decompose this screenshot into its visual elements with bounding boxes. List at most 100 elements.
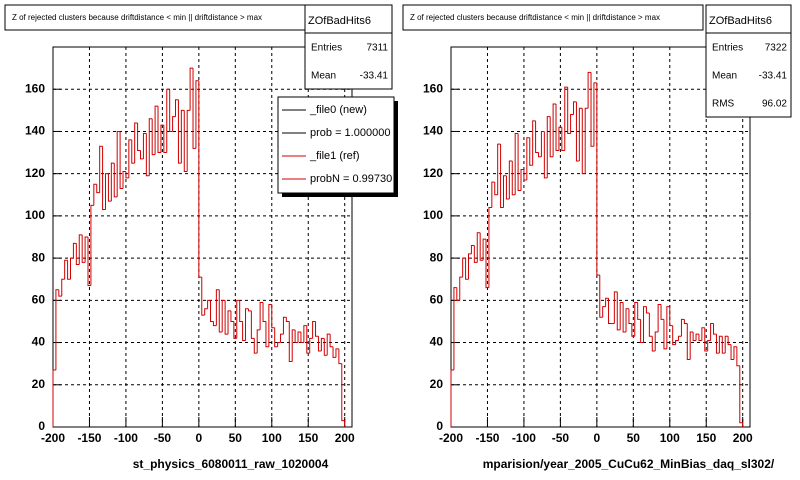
y-tick-label: 0 bbox=[436, 419, 443, 433]
histogram-bin bbox=[558, 126, 562, 151]
histogram-bin bbox=[122, 171, 126, 189]
histogram-bin bbox=[637, 302, 641, 320]
histogram-bin bbox=[110, 162, 115, 202]
y-tick-label: 100 bbox=[423, 208, 443, 222]
histogram-bin bbox=[58, 289, 62, 297]
histogram-bin bbox=[692, 332, 697, 341]
histogram-bin bbox=[154, 105, 159, 155]
histogram-bin bbox=[678, 335, 682, 341]
histogram-bin bbox=[224, 300, 229, 335]
histogram-bin bbox=[125, 171, 129, 179]
histogram-bin bbox=[468, 253, 472, 280]
x-tick-label: 0 bbox=[594, 431, 601, 445]
histogram-bin bbox=[523, 169, 527, 181]
x-tick-label: 150 bbox=[696, 431, 716, 445]
histogram-bin bbox=[555, 104, 559, 151]
x-axis-label: mparision/year_2005_CuCu62_MinBias_daq_s… bbox=[483, 457, 775, 471]
legend-label: _file1 (ref) bbox=[309, 150, 360, 162]
histogram-bin bbox=[300, 332, 304, 344]
histogram-bin bbox=[546, 116, 551, 178]
histogram-bin bbox=[175, 99, 179, 117]
histogram-bin bbox=[514, 133, 519, 195]
histogram-bin bbox=[236, 299, 240, 339]
histogram-bin bbox=[183, 110, 188, 173]
histogram-bin bbox=[151, 118, 156, 156]
histogram-bin bbox=[648, 313, 653, 337]
y-tick-label: 160 bbox=[25, 81, 45, 95]
histogram-bin bbox=[704, 327, 708, 352]
stats-name: ZOfBadHits6 bbox=[709, 15, 772, 27]
histogram-bin bbox=[485, 239, 489, 289]
histogram-bin bbox=[503, 175, 507, 208]
histogram-bin bbox=[204, 308, 208, 316]
histogram-bin bbox=[517, 133, 522, 192]
histogram-bin bbox=[329, 334, 334, 348]
histogram-bin bbox=[605, 297, 609, 307]
histogram-bin bbox=[532, 120, 536, 166]
histogram-bin bbox=[52, 369, 56, 427]
histogram-bin bbox=[625, 308, 629, 332]
histogram-bin bbox=[142, 133, 147, 159]
x-tick-label: -200 bbox=[439, 431, 463, 445]
histogram-bin bbox=[265, 321, 269, 348]
histogram-bin bbox=[631, 323, 635, 337]
histogram-bin bbox=[145, 133, 150, 177]
histogram-bin bbox=[666, 306, 670, 349]
histogram-bin bbox=[587, 71, 592, 109]
histogram-bin bbox=[715, 334, 720, 354]
y-tick-label: 160 bbox=[423, 81, 443, 95]
histogram-bin bbox=[450, 369, 454, 427]
stats-label: RMS bbox=[712, 99, 735, 110]
histogram-bin bbox=[102, 146, 106, 211]
histogram-bin bbox=[505, 175, 510, 200]
histogram-bin bbox=[581, 108, 586, 175]
histogram-bin bbox=[215, 289, 220, 326]
histogram-bin bbox=[686, 323, 691, 360]
histogram-bin bbox=[186, 109, 191, 172]
histogram-bin bbox=[675, 339, 679, 345]
legend-label: probN = 0.99730 bbox=[310, 173, 392, 185]
histogram-bin bbox=[96, 184, 100, 194]
histogram-bin bbox=[271, 304, 275, 329]
y-tick-label: 140 bbox=[423, 124, 443, 138]
histogram-bin bbox=[210, 300, 214, 322]
histogram-bin bbox=[654, 331, 659, 351]
histogram-bin bbox=[736, 346, 740, 367]
histogram-bin bbox=[643, 306, 647, 343]
histogram-bin bbox=[282, 316, 287, 335]
histogram-bin bbox=[730, 344, 734, 360]
stats-value: 96.02 bbox=[762, 99, 787, 110]
histogram-bin bbox=[459, 276, 463, 301]
histogram-bin bbox=[549, 116, 554, 158]
histogram-bin bbox=[75, 243, 80, 265]
x-tick-label: -100 bbox=[114, 431, 138, 445]
stats-label: Mean bbox=[712, 71, 737, 82]
histogram-bin bbox=[590, 72, 594, 147]
histogram-bin bbox=[242, 321, 246, 341]
histogram-bin bbox=[67, 260, 71, 280]
x-tick-label: 0 bbox=[196, 431, 203, 445]
histogram-bin bbox=[491, 181, 495, 208]
x-tick-label: 150 bbox=[298, 431, 318, 445]
histogram-bin bbox=[616, 291, 621, 331]
histogram-bin bbox=[689, 331, 694, 360]
histogram-bin bbox=[680, 318, 685, 337]
histogram-bin bbox=[253, 338, 258, 354]
histogram-bin bbox=[116, 130, 121, 197]
histogram-bin bbox=[87, 237, 91, 287]
histogram-bin bbox=[148, 118, 153, 176]
histogram-bin bbox=[137, 123, 141, 151]
histogram-bin bbox=[570, 114, 574, 134]
histogram-bin bbox=[476, 232, 481, 263]
histogram-bin bbox=[163, 125, 167, 154]
plot-frame bbox=[450, 46, 751, 428]
histogram-bin bbox=[482, 238, 487, 261]
histogram-bin bbox=[227, 310, 231, 335]
histogram-bin bbox=[180, 109, 185, 164]
histogram-bin bbox=[93, 183, 97, 206]
histogram-bin bbox=[465, 258, 469, 280]
histogram-bin bbox=[622, 302, 627, 333]
x-tick-label: -200 bbox=[41, 431, 65, 445]
histogram-bin bbox=[201, 277, 205, 316]
histogram-bin bbox=[473, 245, 478, 263]
